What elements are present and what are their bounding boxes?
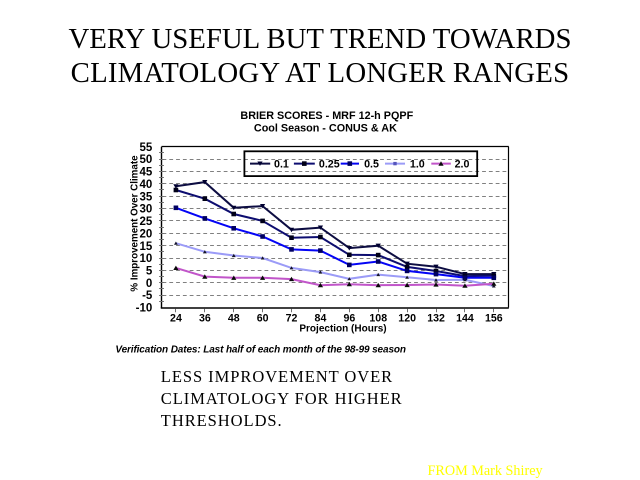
svg-text:2.0: 2.0 — [455, 159, 470, 171]
svg-text:0.5: 0.5 — [364, 159, 379, 171]
svg-text:40: 40 — [140, 179, 153, 191]
svg-text:10: 10 — [140, 253, 153, 265]
svg-text:132: 132 — [427, 313, 445, 325]
svg-text:20: 20 — [140, 228, 153, 240]
svg-text:1.0: 1.0 — [410, 159, 425, 171]
svg-text:144: 144 — [456, 313, 474, 325]
svg-text:5: 5 — [146, 266, 153, 278]
svg-text:96: 96 — [343, 313, 355, 325]
svg-text:120: 120 — [398, 313, 416, 325]
svg-text:Projection (Hours): Projection (Hours) — [299, 323, 386, 334]
svg-text:Verification Dates: Last half: Verification Dates: Last half of each mo… — [115, 344, 405, 355]
svg-text:35: 35 — [140, 191, 153, 203]
svg-text:55: 55 — [140, 142, 153, 154]
svg-text:60: 60 — [257, 313, 269, 325]
svg-text:0.25: 0.25 — [319, 159, 340, 171]
svg-text:0.1: 0.1 — [274, 159, 289, 171]
svg-text:% Improvement Over Climate: % Improvement Over Climate — [130, 155, 141, 292]
svg-text:15: 15 — [140, 241, 153, 253]
svg-text:Cool Season - CONUS & AK: Cool Season - CONUS & AK — [254, 123, 397, 135]
svg-text:BRIER SCORES - MRF 12-h PQPF: BRIER SCORES - MRF 12-h PQPF — [240, 110, 413, 122]
svg-text:156: 156 — [485, 313, 503, 325]
svg-text:72: 72 — [286, 313, 298, 325]
svg-text:45: 45 — [140, 167, 153, 179]
svg-text:-5: -5 — [142, 290, 153, 302]
svg-text:-10: -10 — [136, 303, 153, 315]
svg-text:25: 25 — [140, 216, 153, 228]
svg-text:36: 36 — [199, 313, 211, 325]
svg-text:24: 24 — [170, 313, 182, 325]
svg-text:108: 108 — [369, 313, 387, 325]
svg-text:0: 0 — [146, 278, 152, 290]
svg-text:48: 48 — [228, 313, 240, 325]
svg-text:30: 30 — [140, 204, 153, 216]
svg-text:84: 84 — [315, 313, 327, 325]
svg-text:50: 50 — [140, 154, 153, 166]
